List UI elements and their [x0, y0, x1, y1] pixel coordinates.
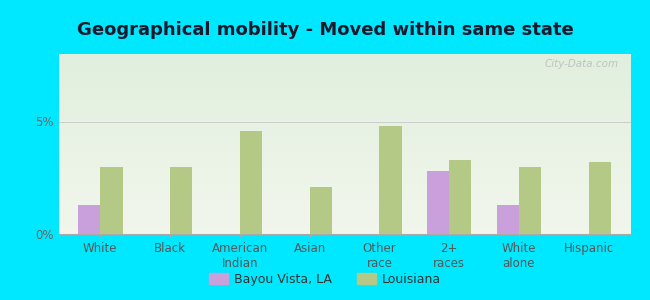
- Bar: [519, 167, 541, 234]
- Bar: [427, 171, 449, 234]
- Bar: [309, 187, 332, 234]
- Bar: [170, 167, 192, 234]
- Bar: [497, 205, 519, 234]
- Bar: [380, 126, 402, 234]
- Bar: [240, 130, 262, 234]
- Bar: [100, 167, 123, 234]
- Text: Geographical mobility - Moved within same state: Geographical mobility - Moved within sam…: [77, 21, 573, 39]
- Text: City-Data.com: City-Data.com: [545, 59, 619, 69]
- Bar: [78, 205, 100, 234]
- Bar: [449, 160, 471, 234]
- Legend: Bayou Vista, LA, Louisiana: Bayou Vista, LA, Louisiana: [204, 268, 446, 291]
- Bar: [589, 162, 611, 234]
